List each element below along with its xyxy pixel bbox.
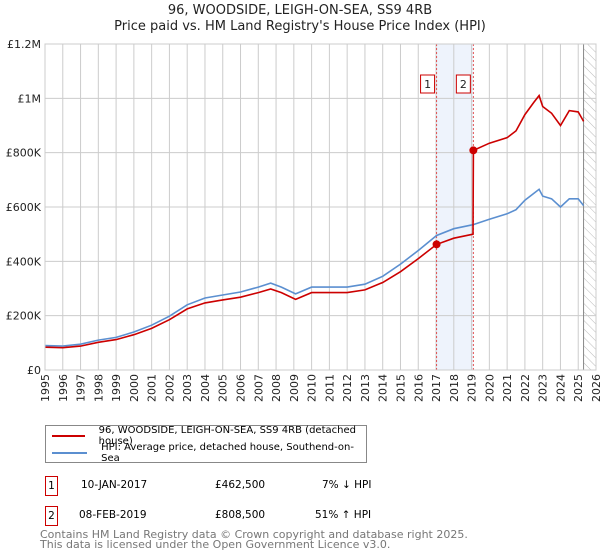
legend: 96, WOODSIDE, LEIGH-ON-SEA, SS9 4RB (det… bbox=[45, 425, 367, 464]
footer: Contains HM Land Registry data © Crown c… bbox=[40, 528, 468, 551]
y-tick-label: £800K bbox=[6, 147, 42, 160]
x-tick-label: 2020 bbox=[483, 374, 496, 402]
sale-hpi: 51% ↑ HPI bbox=[315, 509, 372, 521]
sale-box-label: 1 bbox=[424, 78, 431, 91]
y-tick-label: £400K bbox=[6, 255, 42, 268]
x-tick-label: 2021 bbox=[501, 374, 514, 402]
sale-marker: 1 bbox=[45, 476, 58, 496]
x-tick-label: 1995 bbox=[39, 374, 52, 402]
x-tick-label: 2012 bbox=[341, 374, 354, 402]
x-tick-label: 2008 bbox=[270, 374, 283, 402]
x-tick-label: 2007 bbox=[252, 374, 265, 402]
x-tick-label: 2002 bbox=[163, 374, 176, 402]
x-tick-label: 2014 bbox=[377, 374, 390, 402]
property-price-line bbox=[44, 93, 585, 349]
hpi-line bbox=[44, 188, 585, 347]
x-tick-label: 2003 bbox=[181, 374, 194, 402]
x-tick-label: 2017 bbox=[430, 374, 443, 402]
legend-red-line bbox=[52, 435, 85, 437]
x-tick-label: 2018 bbox=[448, 374, 461, 402]
sale-point bbox=[469, 146, 478, 155]
sale-hpi: 7% ↓ HPI bbox=[322, 479, 372, 491]
footer-line: This data is licensed under the Open Gov… bbox=[40, 538, 391, 551]
x-tick-label: 2013 bbox=[359, 374, 372, 402]
x-tick-label: 1997 bbox=[75, 374, 88, 402]
x-tick-label: 2005 bbox=[217, 374, 230, 402]
x-tick-label: 2022 bbox=[519, 374, 532, 402]
x-tick-label: 2001 bbox=[146, 374, 159, 402]
x-tick-label: 2025 bbox=[572, 374, 585, 402]
x-tick-label: 2010 bbox=[306, 374, 319, 402]
y-tick-label: £600K bbox=[6, 201, 42, 214]
x-tick-label: 2000 bbox=[128, 374, 141, 402]
x-tick-label: 2023 bbox=[537, 374, 550, 402]
x-tick-label: 1996 bbox=[57, 374, 70, 402]
sale-date: 08-FEB-2019 bbox=[79, 509, 147, 521]
sale-date: 10-JAN-2017 bbox=[81, 479, 148, 491]
x-tick-label: 2016 bbox=[412, 374, 425, 402]
sale-box bbox=[420, 74, 436, 94]
y-tick-label: £0 bbox=[27, 364, 41, 377]
x-tick-label: 2004 bbox=[199, 374, 212, 402]
x-tick-label: 2009 bbox=[288, 374, 301, 402]
chart-subtitle: Price paid vs. HM Land Registry's House … bbox=[114, 19, 486, 34]
sale-box-label: 2 bbox=[460, 78, 467, 91]
sale-price: £808,500 bbox=[215, 509, 266, 521]
price-chart: 1995 1996 1997 1998 1999 2000 2001 2002 2003 2004… bbox=[6, 38, 600, 402]
legend-blue-line bbox=[52, 452, 88, 454]
sale-marker: 2 bbox=[45, 506, 58, 526]
chart-title: 96, WOODSIDE, LEIGH-ON-SEA, SS9 4RB bbox=[167, 3, 433, 18]
y-tick-label: £1.2M bbox=[7, 38, 41, 51]
x-tick-label: 2026 bbox=[590, 374, 600, 402]
x-tick-label: 2011 bbox=[323, 374, 336, 402]
x-tick-label: 2024 bbox=[554, 374, 567, 402]
footer-line: Contains HM Land Registry data © Crown c… bbox=[40, 528, 468, 541]
y-tick-label: £1M bbox=[18, 92, 42, 105]
sale-box bbox=[455, 74, 471, 94]
legend-label-property: 96, WOODSIDE, LEIGH-ON-SEA, SS9 4RB (det… bbox=[98, 425, 356, 447]
sale-point bbox=[432, 240, 441, 249]
x-tick-label: 2006 bbox=[235, 374, 248, 402]
sale-price: £462,500 bbox=[215, 479, 266, 491]
x-tick-label: 2015 bbox=[394, 374, 407, 402]
y-tick-label: £200K bbox=[6, 310, 42, 323]
x-tick-label: 2019 bbox=[466, 374, 479, 402]
x-tick-label: 1998 bbox=[92, 374, 105, 402]
legend-label-hpi: HPI: Average price, detached house, Sout… bbox=[101, 442, 354, 464]
x-tick-label: 1999 bbox=[110, 374, 123, 402]
plot-frame bbox=[44, 43, 597, 371]
